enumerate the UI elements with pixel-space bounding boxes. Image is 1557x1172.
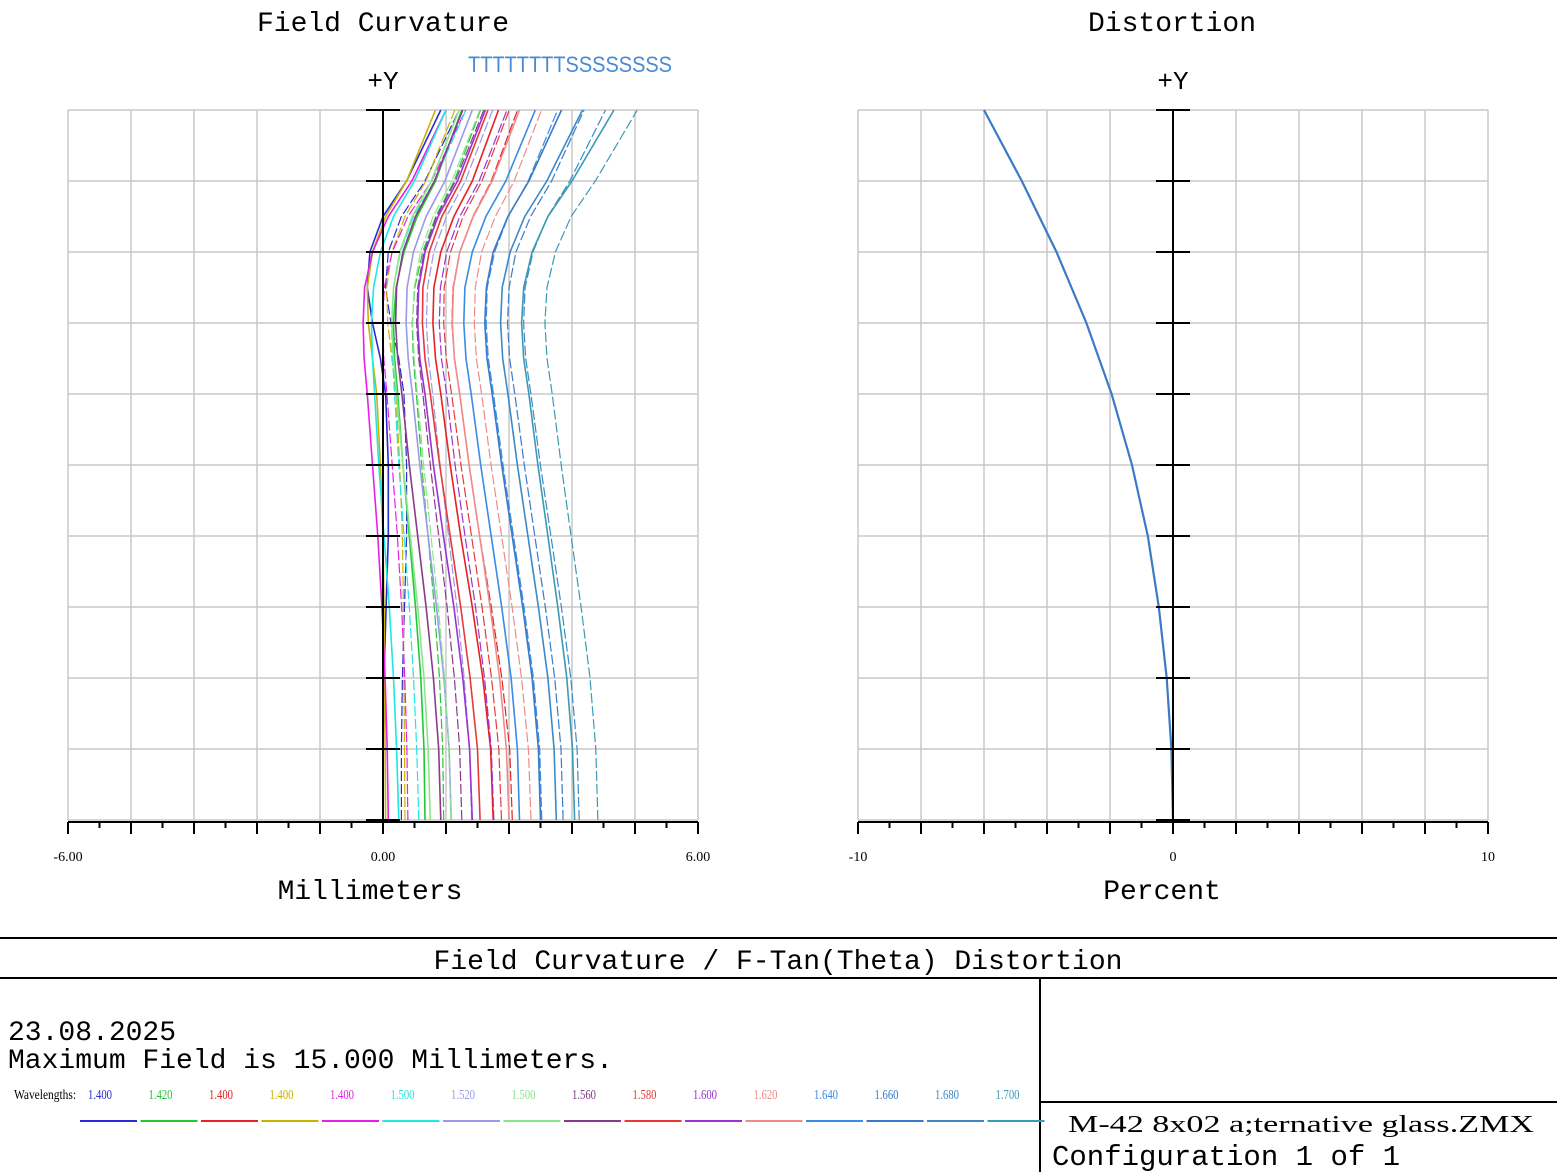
dist-xtick-label-max: 10 <box>1481 850 1495 865</box>
fc-series-line <box>394 109 464 821</box>
fc-series-group <box>362 109 638 821</box>
wavelength-legend-label: 1.520 <box>451 1088 475 1103</box>
fc-series-line-sagittal <box>506 109 585 821</box>
fc-series-line <box>391 109 460 821</box>
footer-max-field: Maximum Field is 15.000 Millimeters. <box>8 1046 613 1077</box>
wavelength-legend-label: 1.400 <box>88 1088 112 1103</box>
dist-grid <box>857 109 1489 821</box>
fc-series-line <box>416 109 487 821</box>
fc-y-axis-label: +Y <box>367 67 399 97</box>
footer-title: Field Curvature / F-Tan(Theta) Distortio… <box>434 947 1123 978</box>
wavelength-legend-label: 1.500 <box>512 1088 536 1103</box>
fc-series-line <box>462 109 537 821</box>
wavelength-legend-label: 1.680 <box>935 1088 959 1103</box>
wavelength-legend-label: 1.640 <box>814 1088 838 1103</box>
fc-series-line-sagittal <box>443 109 510 821</box>
wavelength-legend-label: 1.700 <box>996 1088 1020 1103</box>
distortion-title: Distortion <box>1088 9 1256 40</box>
fc-series-line-sagittal <box>411 109 482 821</box>
dist-series-group <box>983 109 1175 821</box>
fc-xtick-label-max: 6.00 <box>686 850 711 865</box>
wavelength-legend-label: 1.420 <box>149 1088 173 1103</box>
fc-series-line-sagittal <box>415 109 485 821</box>
dist-xtick-label-mid: 0 <box>1170 850 1177 865</box>
series-legend-mark: TTTTTTTTSSSSSSSS <box>468 52 672 77</box>
wavelength-legend-label: 1.600 <box>693 1088 717 1103</box>
fc-series-line <box>483 109 563 821</box>
dist-x-axis-label: Percent <box>1103 877 1221 908</box>
fc-series-line <box>499 109 584 821</box>
fc-series-line <box>432 109 500 821</box>
fc-series-line-sagittal <box>544 109 638 821</box>
fc-series-line <box>421 109 489 821</box>
wavelength-legend-label: 1.620 <box>754 1088 778 1103</box>
fc-series-line <box>370 109 447 821</box>
fc-axes <box>67 109 699 834</box>
wavelength-legend-label: 1.660 <box>875 1088 899 1103</box>
footer-frame <box>0 937 1557 1172</box>
footer-date: 23.08.2025 <box>8 1018 176 1049</box>
fc-series-line-sagittal <box>473 109 543 821</box>
fc-series-line-sagittal <box>411 109 481 821</box>
fc-x-axis-label: Millimeters <box>278 877 463 908</box>
wavelength-legend-label: 1.500 <box>391 1088 415 1103</box>
fc-series-line-sagittal <box>390 109 467 821</box>
dist-axes <box>857 109 1489 834</box>
fc-series-line-sagittal <box>438 109 508 821</box>
wavelengths-label: Wavelengths: <box>14 1088 76 1103</box>
dist-series-line <box>983 109 1175 821</box>
fc-xtick-label-min: -6.00 <box>53 850 82 865</box>
dist-xtick-label-min: -10 <box>849 850 868 865</box>
wavelength-legend-label: 1.400 <box>209 1088 233 1103</box>
fc-series-line <box>451 109 521 821</box>
fc-series-line-sagittal <box>384 109 460 820</box>
footer-configuration: Configuration 1 of 1 <box>1052 1141 1400 1172</box>
wavelength-legend-label: 1.580 <box>633 1088 657 1103</box>
footer-file-name: M-42 8x02 a;ternative glass.ZMX <box>1068 1112 1534 1138</box>
fc-series-line <box>392 109 463 821</box>
fc-series-line <box>362 109 447 821</box>
wavelength-legend-label: 1.560 <box>572 1088 596 1103</box>
dist-y-axis-label: +Y <box>1157 67 1189 97</box>
fc-series-line-sagittal <box>425 109 494 821</box>
fc-series-line-sagittal <box>382 109 467 821</box>
wavelength-legend: 1.400 1.420 1.400 1.400 1.400 1.500 1.520 1.500… <box>80 1088 1045 1122</box>
field-curvature-title: Field Curvature <box>257 9 509 40</box>
fc-xtick-label-mid: 0.00 <box>371 850 396 865</box>
fc-series-line <box>520 109 615 821</box>
wavelength-legend-label: 1.400 <box>330 1088 354 1103</box>
fc-series-line <box>405 109 474 821</box>
wavelength-legend-label: 1.400 <box>270 1088 294 1103</box>
